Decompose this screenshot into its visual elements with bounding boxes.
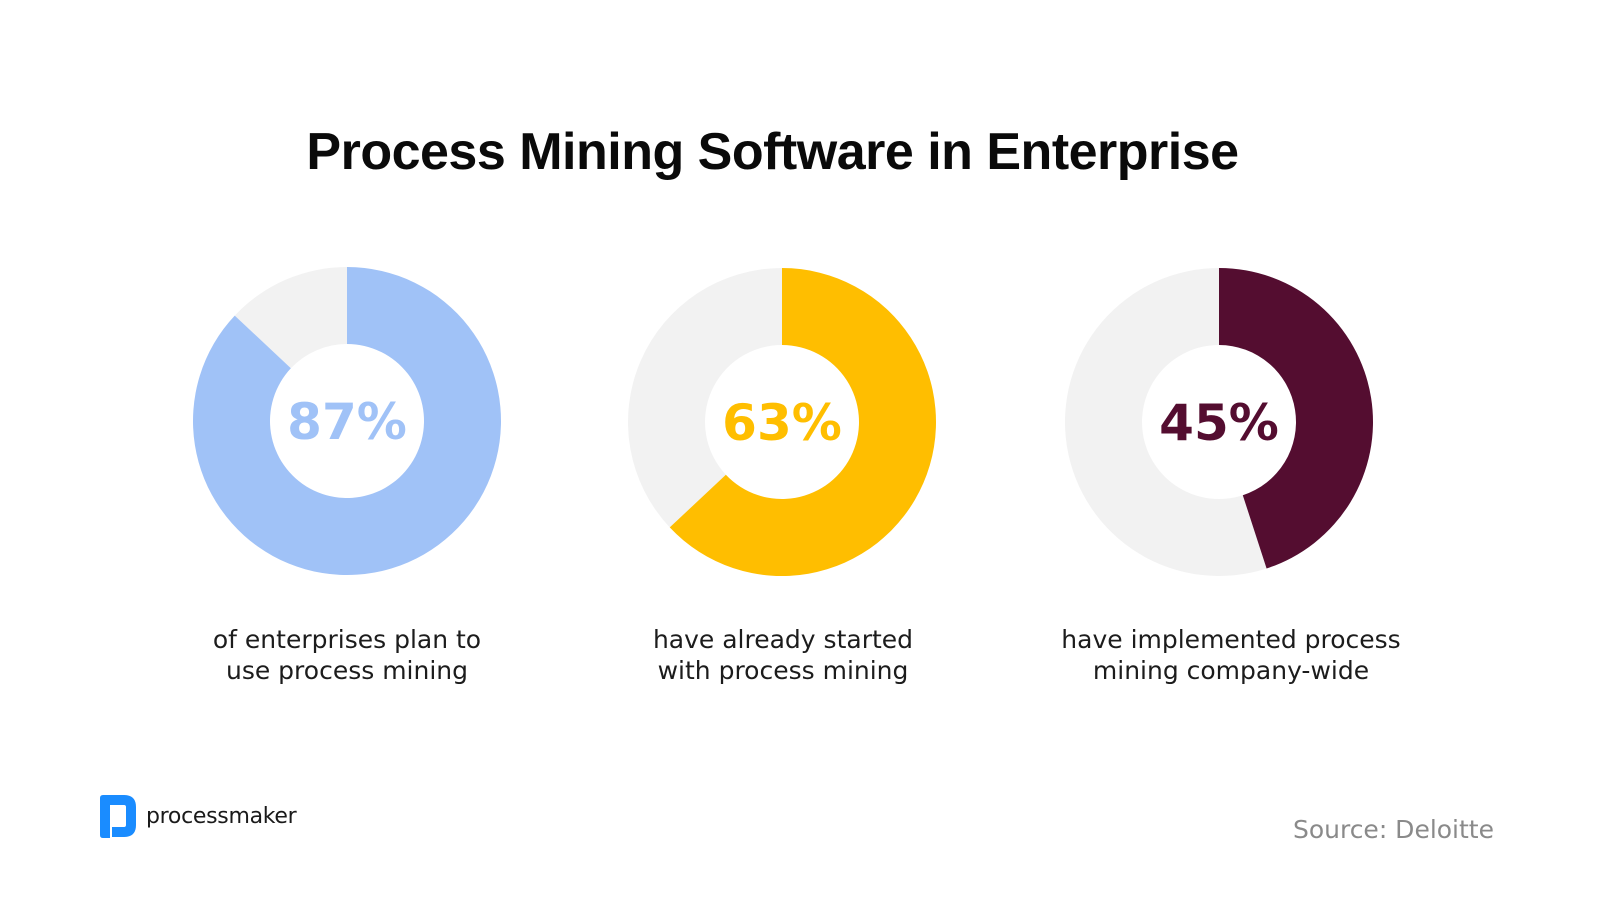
caption-line: have implemented process	[1061, 625, 1401, 654]
logo-text: processmaker	[146, 803, 297, 829]
caption-3: have implemented process mining company-…	[1021, 624, 1441, 686]
donut-segment-1	[192, 267, 502, 575]
caption-line: have already started	[652, 625, 914, 654]
caption-line: of enterprises plan to	[212, 625, 482, 654]
chart-title: Process Mining Software in Enterprise	[306, 123, 1239, 181]
caption-line: mining company-wide	[1092, 656, 1370, 685]
donut-segment-2	[669, 268, 936, 576]
donut-value-label-3: 45%	[1159, 394, 1279, 452]
caption-2: have already started with process mining	[573, 624, 993, 686]
donut-remainder-3	[1065, 268, 1267, 576]
donut-remainder-1	[234, 267, 347, 369]
caption-line: with process mining	[657, 656, 909, 685]
donut-value-label-2: 63%	[722, 394, 842, 452]
caption-line: use process mining	[225, 656, 469, 685]
source-note: Source: Deloitte	[1292, 815, 1494, 844]
logo-icon	[100, 795, 136, 838]
donut-value-label-1: 87%	[287, 393, 407, 451]
donut-remainder-2	[628, 268, 782, 528]
processmaker-logo: processmaker	[98, 794, 297, 838]
donut-segment-3	[1219, 268, 1374, 569]
caption-1: of enterprises plan to use process minin…	[137, 624, 557, 686]
